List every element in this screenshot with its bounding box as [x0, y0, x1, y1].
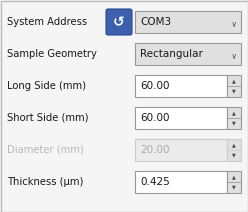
- Bar: [135, 107, 227, 129]
- Bar: [135, 171, 227, 193]
- Text: ▼: ▼: [232, 152, 236, 157]
- Bar: [135, 43, 241, 65]
- Bar: [227, 171, 241, 193]
- Text: ▼: ▼: [232, 120, 236, 125]
- Text: System Address: System Address: [7, 17, 87, 27]
- Text: ▼: ▼: [232, 88, 236, 93]
- Text: ∧: ∧: [230, 18, 236, 28]
- Text: Rectangular: Rectangular: [140, 49, 203, 59]
- Text: 0.425: 0.425: [140, 177, 170, 187]
- Text: ↺: ↺: [113, 15, 125, 29]
- Text: Thickness (μm): Thickness (μm): [7, 177, 83, 187]
- Bar: [227, 107, 241, 129]
- Text: ∧: ∧: [230, 50, 236, 60]
- Text: ▲: ▲: [232, 79, 236, 84]
- FancyBboxPatch shape: [106, 9, 132, 35]
- Bar: [135, 75, 227, 97]
- Text: 60.00: 60.00: [140, 81, 169, 91]
- Text: Long Side (mm): Long Side (mm): [7, 81, 86, 91]
- Text: 60.00: 60.00: [140, 113, 169, 123]
- Text: Short Side (mm): Short Side (mm): [7, 113, 89, 123]
- Bar: [227, 75, 241, 97]
- Text: 20.00: 20.00: [140, 145, 169, 155]
- Bar: [227, 139, 241, 161]
- Text: ▲: ▲: [232, 111, 236, 116]
- Text: ▲: ▲: [232, 175, 236, 180]
- Bar: [135, 139, 227, 161]
- Text: Diameter (mm): Diameter (mm): [7, 145, 84, 155]
- Text: COM3: COM3: [140, 17, 171, 27]
- Text: ▲: ▲: [232, 143, 236, 148]
- Text: ▼: ▼: [232, 184, 236, 189]
- Text: Sample Geometry: Sample Geometry: [7, 49, 97, 59]
- Bar: [135, 11, 241, 33]
